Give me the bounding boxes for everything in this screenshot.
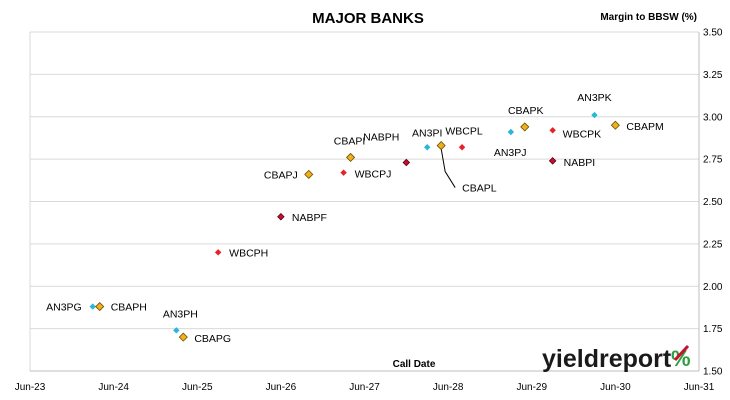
- chart-title: MAJOR BANKS: [312, 10, 424, 27]
- point-label-wbcph: WBCPH: [229, 247, 268, 259]
- x-axis-label: Call Date: [393, 359, 436, 370]
- y-tick-label: 2.25: [703, 239, 723, 250]
- point-label-cbapi: CBAPI: [334, 135, 366, 147]
- x-tick-label: Jun-26: [266, 382, 297, 393]
- point-wbcpj: [340, 169, 347, 176]
- point-label-wbcpl: WBCPL: [445, 125, 483, 137]
- point-label-an3pg: AN3PG: [46, 302, 82, 314]
- point-cbapi: [345, 152, 356, 162]
- point-nabpf: [277, 212, 285, 221]
- point-label-cbapk: CBAPK: [508, 105, 544, 117]
- y-tick-label: 2.50: [703, 197, 723, 208]
- yieldreport-logo: yieldreport %: [542, 344, 691, 373]
- point-label-an3ph: AN3PH: [163, 308, 198, 320]
- point-an3ph: [173, 327, 180, 334]
- y-tick-label: 2.75: [703, 155, 723, 166]
- leader-line-cbapl: [440, 148, 456, 188]
- y-tick-labels: 1.50 1.75 2.00 2.25 2.50 2.75 3.00 3.25 3.50: [703, 28, 723, 378]
- point-label-nabph: NABPH: [363, 132, 399, 144]
- data-points: [89, 111, 620, 342]
- point-an3pk: [591, 111, 598, 119]
- x-tick-label: Jun-27: [349, 382, 380, 393]
- y-tick-label: 1.50: [703, 367, 723, 378]
- grid-lines: [29, 31, 700, 372]
- y-tick-label: 3.00: [703, 112, 723, 123]
- point-cbaph: [95, 302, 105, 312]
- y-tick-label: 3.50: [703, 28, 723, 39]
- x-tick-label: Jun-30: [600, 382, 631, 393]
- y-tick-label: 3.25: [703, 70, 723, 81]
- point-label-nabpf: NABPF: [292, 212, 327, 224]
- point-wbcpk: [549, 127, 556, 134]
- point-label-cbapg: CBAPG: [194, 333, 231, 345]
- point-cbapg: [178, 332, 188, 342]
- point-cbapk: [520, 122, 530, 132]
- point-an3pg: [89, 303, 96, 310]
- y-axis-label: Margin to BBSW (%): [600, 12, 697, 23]
- point-cbapl: [436, 140, 446, 151]
- point-label-cbapj: CBAPJ: [264, 169, 298, 181]
- y-tick-label: 2.00: [703, 282, 723, 293]
- x-tick-labels: Jun-23 Jun-24 Jun-25 Jun-26 Jun-27 Jun-28 Jun-…: [15, 382, 715, 393]
- point-label-cbapl: CBAPL: [462, 183, 497, 195]
- point-label-an3pi: AN3PI: [412, 127, 442, 139]
- point-label-cbaph: CBAPH: [111, 302, 147, 314]
- x-tick-label: Jun-23: [15, 382, 46, 393]
- point-labels: AN3PG CBAPH AN3PH CBAPG WBCPH NABPF CBAPJ WBCPJ…: [46, 92, 664, 345]
- point-an3pj: [507, 128, 515, 136]
- point-label-an3pj: AN3PJ: [494, 147, 527, 159]
- x-tick-label: Jun-28: [433, 382, 464, 393]
- point-label-nabpi: NABPI: [564, 157, 596, 169]
- point-an3pi: [424, 144, 431, 151]
- logo-percent-slash: [673, 344, 690, 362]
- x-tick-label: Jun-31: [684, 382, 715, 393]
- point-nabph: [402, 158, 411, 167]
- point-cbapj: [304, 169, 314, 179]
- point-label-cbapm: CBAPM: [626, 121, 663, 133]
- point-cbapm: [610, 120, 620, 130]
- point-wbcph: [214, 249, 222, 256]
- leader-lines: [440, 148, 456, 188]
- x-tick-label: Jun-25: [182, 382, 213, 393]
- point-label-an3pk: AN3PK: [577, 92, 611, 104]
- x-tick-label: Jun-24: [98, 382, 129, 393]
- point-label-wbcpk: WBCPK: [563, 128, 602, 140]
- point-nabpi: [548, 157, 557, 165]
- x-tick-label: Jun-29: [516, 382, 547, 393]
- logo-percent-icon: %: [671, 346, 691, 371]
- logo-wordmark: yieldreport: [542, 345, 672, 373]
- point-wbcpl: [458, 144, 466, 151]
- y-tick-label: 1.75: [703, 324, 723, 335]
- point-label-wbcpj: WBCPJ: [355, 169, 392, 181]
